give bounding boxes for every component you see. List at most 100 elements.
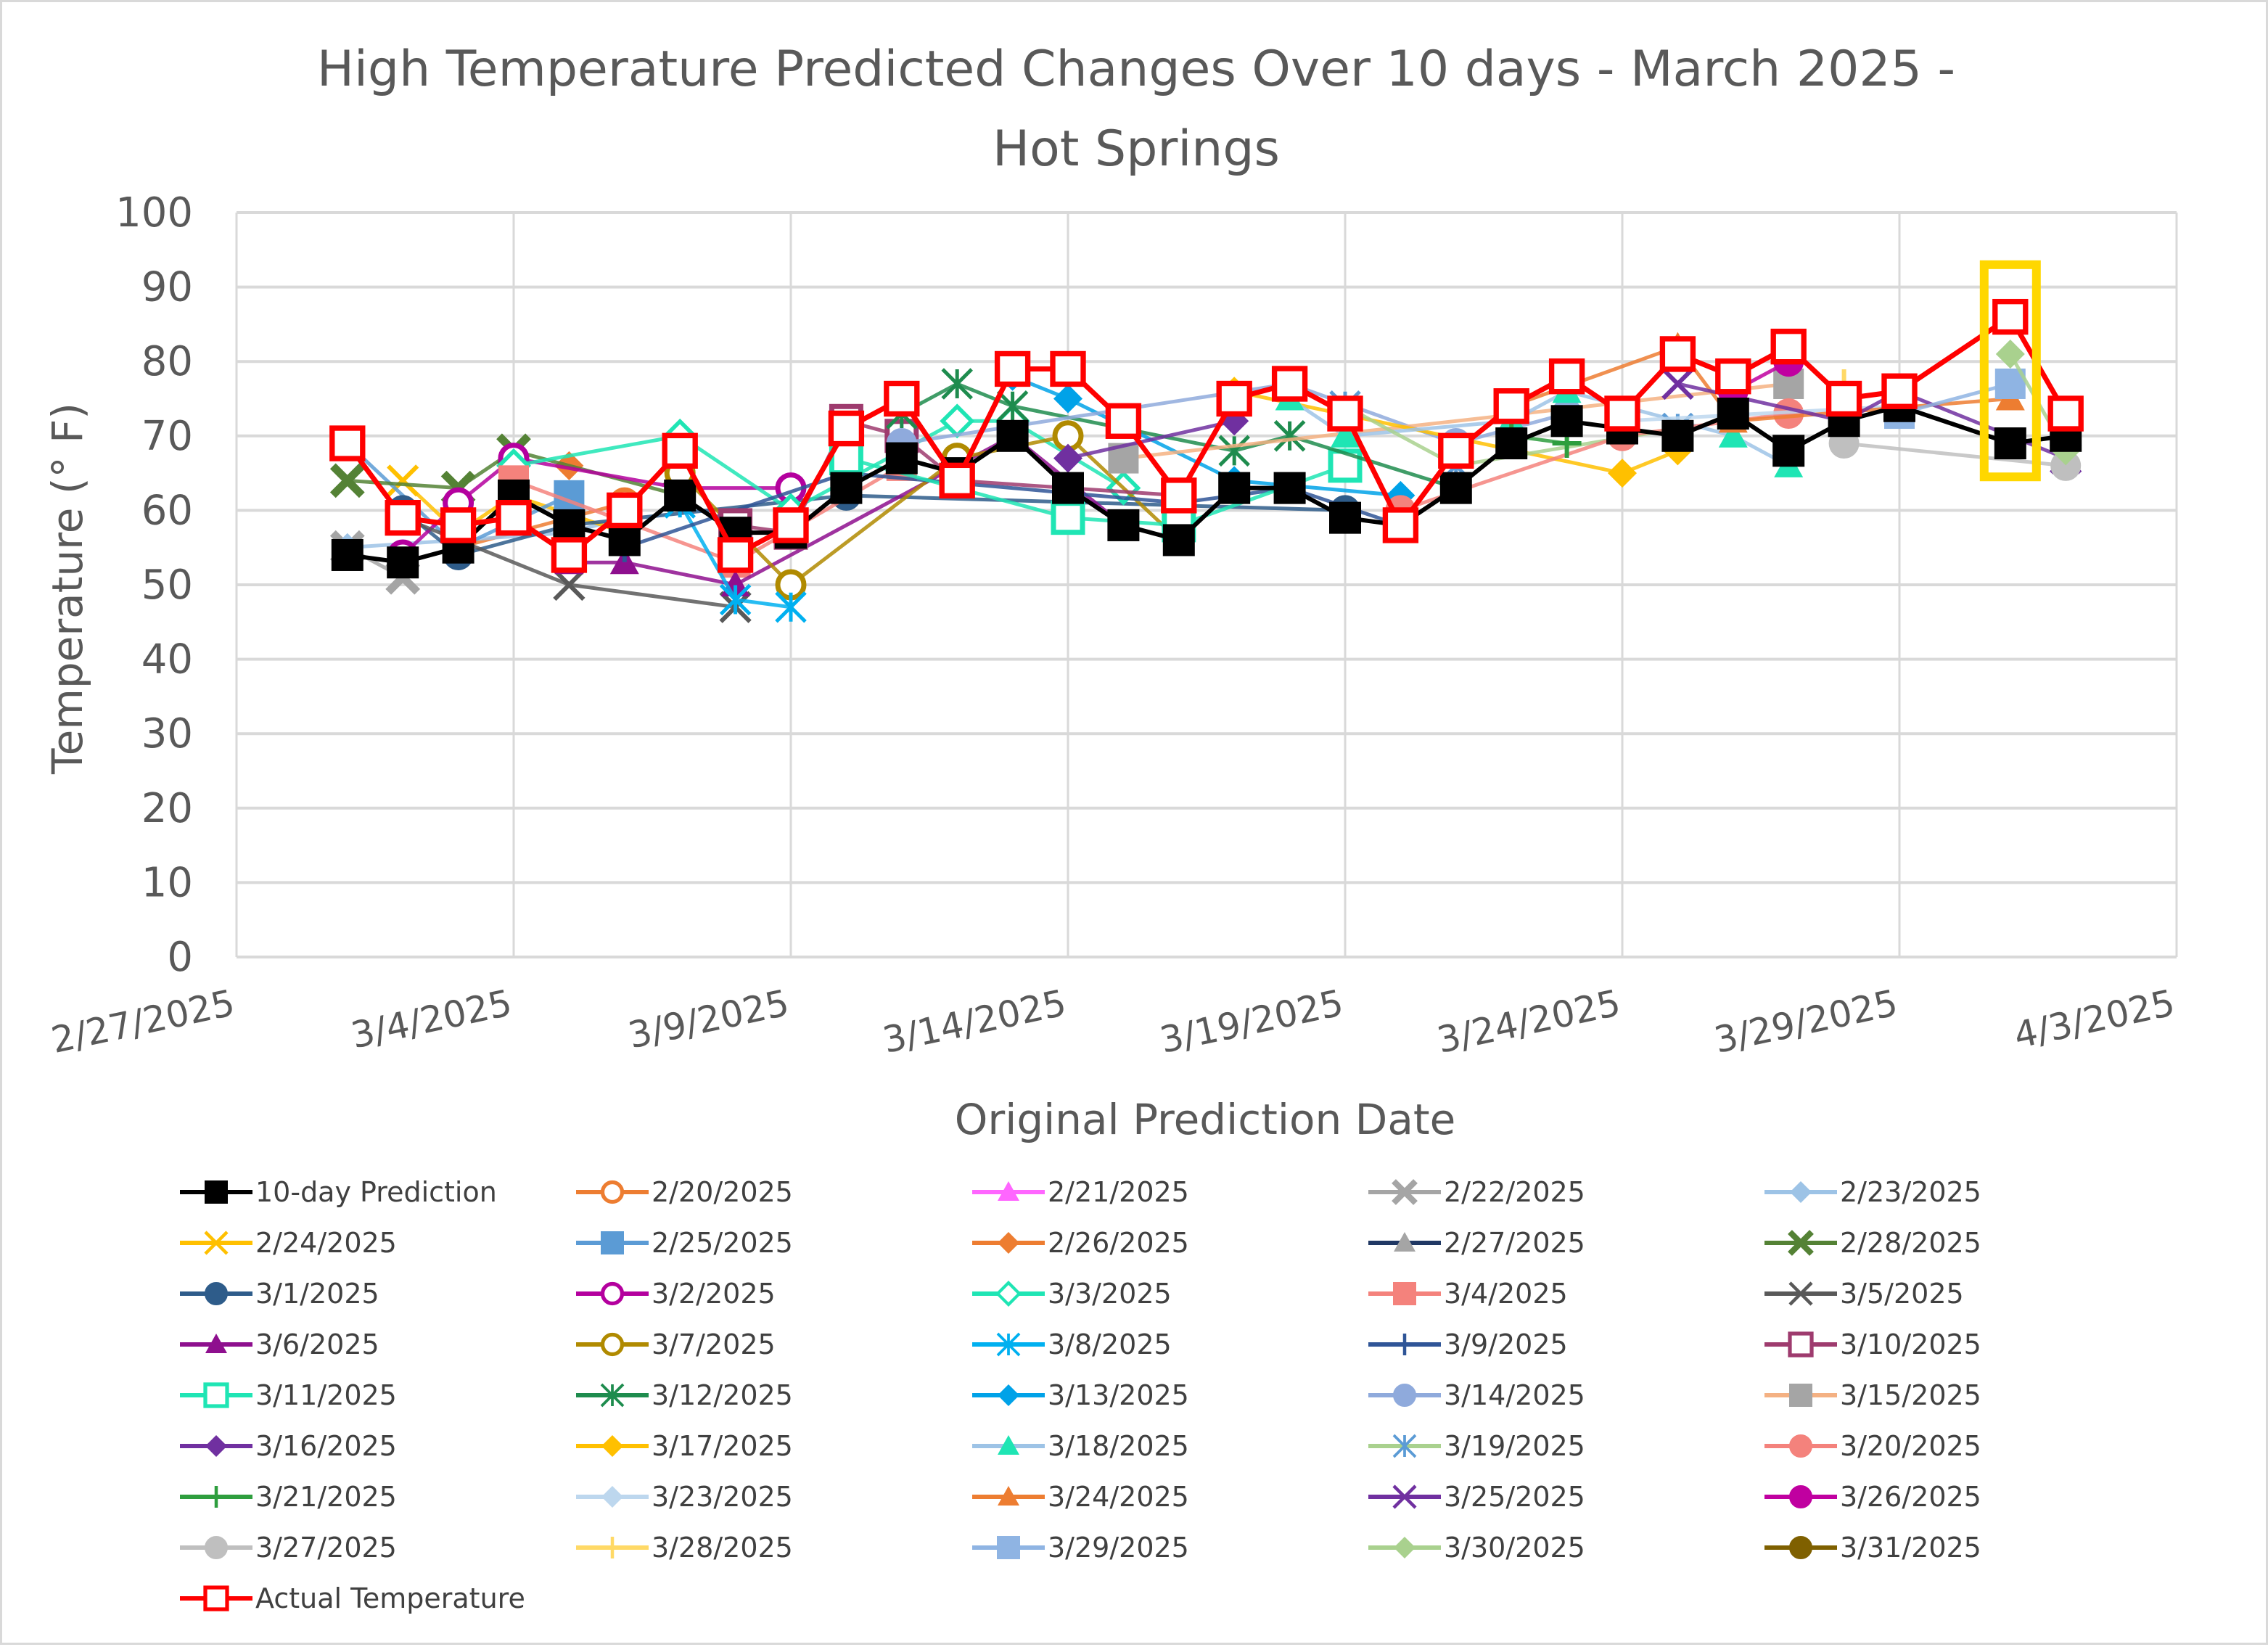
forecast-point xyxy=(940,403,975,439)
forecast-point xyxy=(1273,420,1306,452)
actual-temperature-point xyxy=(1548,358,1585,395)
legend-item: 2/28/2025 xyxy=(1764,1227,1981,1259)
ten-day-prediction-point xyxy=(553,509,586,541)
forecast-point xyxy=(1608,459,1637,488)
legend-marker xyxy=(600,1281,625,1306)
actual-temperature-point xyxy=(551,537,588,573)
legend-marker xyxy=(997,1536,1020,1559)
forecast-point xyxy=(1718,421,1748,448)
ten-day-prediction-point xyxy=(387,546,419,579)
actual-temperature-point xyxy=(2047,395,2084,432)
legend-item: 3/5/2025 xyxy=(1764,1278,1964,1310)
ten-day-prediction-point xyxy=(1994,427,2026,460)
forecast-point xyxy=(941,368,973,400)
y-tick-label: 0 xyxy=(167,934,193,981)
y-tick-label: 80 xyxy=(141,338,193,385)
legend-item: 10-day Prediction xyxy=(180,1176,497,1208)
legend-label: 3/13/2025 xyxy=(1048,1379,1189,1411)
legend: 10-day Prediction 2/20/2025 2/21/2025 2/22/… xyxy=(180,1176,1981,1614)
legend-marker xyxy=(601,1435,623,1457)
legend-label: 2/27/2025 xyxy=(1444,1227,1585,1259)
actual-temperature-point xyxy=(1659,336,1696,372)
forecast-series-9 xyxy=(387,480,1360,570)
x-tick-label: 4/3/2025 xyxy=(2010,982,2179,1056)
legend-item: 3/19/2025 xyxy=(1368,1430,1585,1462)
legend-marker xyxy=(1788,1331,1814,1358)
forecast-point xyxy=(1661,367,1694,401)
actual-temperature-point xyxy=(773,507,809,543)
legend-marker xyxy=(1392,1179,1418,1205)
legend-item: 3/3/2025 xyxy=(972,1278,1172,1310)
legend-label: 3/9/2025 xyxy=(1444,1328,1568,1360)
forecast-point xyxy=(387,464,419,497)
y-tick-label: 100 xyxy=(115,189,193,237)
actual-temperature-point xyxy=(1105,403,1142,439)
legend-item: 3/15/2025 xyxy=(1764,1379,1981,1411)
legend-item: 3/8/2025 xyxy=(972,1328,1172,1360)
legend-marker xyxy=(1393,1282,1416,1305)
x-tick-labels: 2/27/2025 3/4/2025 3/9/2025 3/14/2025 3/19/2… xyxy=(48,982,2179,1061)
legend-label: 3/19/2025 xyxy=(1444,1430,1585,1462)
legend-marker xyxy=(998,1181,1019,1201)
legend-item: 2/20/2025 xyxy=(576,1176,793,1208)
legend-marker xyxy=(998,1435,1019,1455)
actual-temperature-point xyxy=(329,425,366,461)
legend-item: 3/31/2025 xyxy=(1764,1532,1981,1564)
actual-temperature-point xyxy=(1161,477,1197,514)
legend-marker xyxy=(601,1486,623,1508)
actual-temperature-series xyxy=(329,298,2084,573)
chart-title: High Temperature Predicted Changes Over … xyxy=(317,41,1955,98)
legend-label: 3/29/2025 xyxy=(1048,1532,1189,1564)
forecast-point xyxy=(1051,501,1085,535)
legend-marker xyxy=(1392,1434,1417,1458)
legend-marker xyxy=(1394,1334,1416,1355)
legend-marker xyxy=(995,1281,1022,1307)
legend-marker xyxy=(203,1382,229,1408)
legend-item: 2/25/2025 xyxy=(576,1227,793,1259)
legend-item: Actual Temperature xyxy=(180,1582,525,1614)
legend-label: 3/6/2025 xyxy=(255,1328,379,1360)
legend-label: 2/20/2025 xyxy=(652,1176,793,1208)
legend-marker xyxy=(205,1180,228,1204)
legend-item: 3/28/2025 xyxy=(576,1532,793,1564)
legend-label: 2/25/2025 xyxy=(652,1227,793,1259)
ten-day-prediction-point xyxy=(1439,472,1472,504)
actual-temperature-point xyxy=(1715,358,1751,395)
actual-temperature-point xyxy=(717,537,754,573)
legend-label: 3/4/2025 xyxy=(1444,1278,1568,1310)
forecast-series-line xyxy=(1899,382,2011,416)
legend-item: 3/20/2025 xyxy=(1764,1430,1981,1462)
legend-label: 3/30/2025 xyxy=(1444,1532,1585,1564)
actual-temperature-point xyxy=(1493,388,1529,424)
legend-label: 3/27/2025 xyxy=(255,1532,397,1564)
legend-marker xyxy=(1393,1384,1416,1407)
legend-marker xyxy=(204,1231,229,1255)
legend-item: 3/2/2025 xyxy=(576,1278,776,1310)
y-tick-label: 70 xyxy=(141,413,193,460)
legend-label: 3/3/2025 xyxy=(1048,1278,1172,1310)
forecast-series-23 xyxy=(1108,368,1804,474)
legend-marker xyxy=(1394,1537,1416,1558)
legend-label: 3/5/2025 xyxy=(1840,1278,1964,1310)
y-tick-label: 40 xyxy=(141,636,193,683)
legend-marker xyxy=(998,1232,1019,1254)
legend-label: 3/1/2025 xyxy=(255,1278,379,1310)
legend-marker xyxy=(1392,1484,1417,1509)
actual-temperature-point xyxy=(1382,507,1419,543)
legend-item: 2/27/2025 xyxy=(1368,1227,1585,1259)
forecast-series-line xyxy=(513,419,1125,513)
highlight-layer xyxy=(1979,260,2041,482)
legend-label: 3/8/2025 xyxy=(1048,1328,1172,1360)
actual-temperature-point xyxy=(1050,350,1086,387)
ten-day-prediction-point xyxy=(996,419,1029,452)
ten-day-prediction-point xyxy=(1107,509,1140,541)
legend-item: 3/10/2025 xyxy=(1764,1328,1981,1360)
legend-label: 3/20/2025 xyxy=(1840,1430,1981,1462)
forecast-point xyxy=(1053,443,1082,473)
actual-temperature-point xyxy=(939,462,975,499)
legend-marker xyxy=(205,1334,227,1353)
legend-label: 3/26/2025 xyxy=(1840,1481,1981,1513)
legend-label: 2/21/2025 xyxy=(1048,1176,1189,1208)
